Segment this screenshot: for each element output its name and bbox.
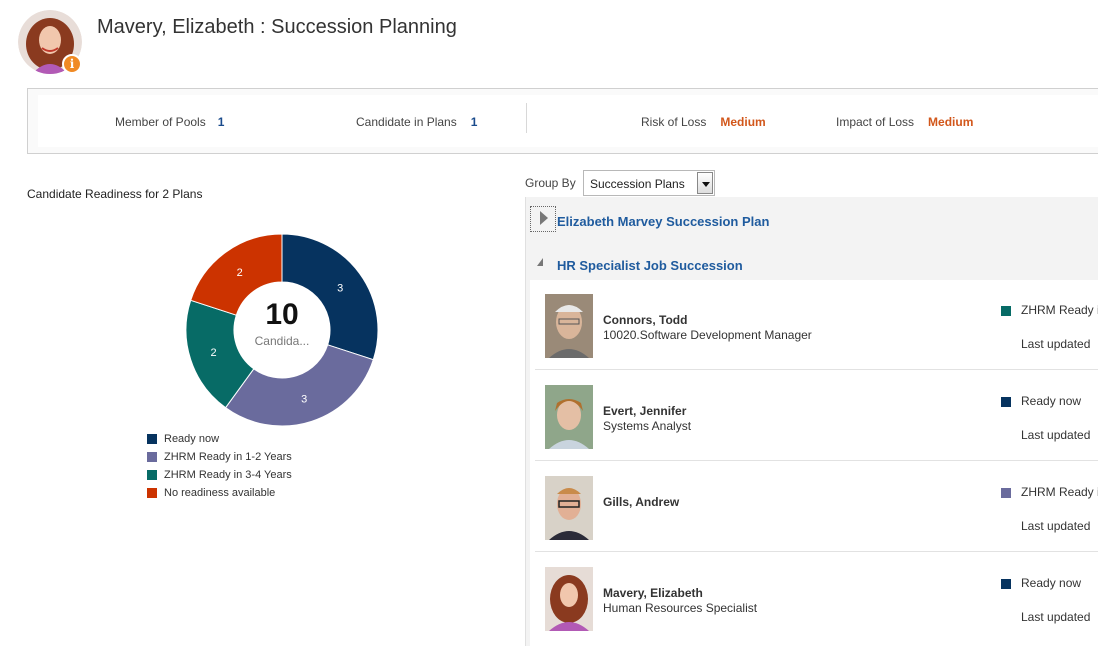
candidate-name[interactable]: Evert, Jennifer bbox=[603, 404, 687, 418]
last-updated: Last updated bbox=[1021, 610, 1091, 624]
readiness-status: ZHRM Ready i bbox=[1021, 485, 1098, 499]
last-updated: Last updated bbox=[1021, 519, 1091, 533]
legend-label-0: Ready now bbox=[164, 433, 220, 445]
donut-slice-0[interactable] bbox=[281, 233, 379, 361]
impact-of-loss-value: Medium bbox=[928, 115, 974, 129]
donut-center-label: Candida... bbox=[254, 334, 310, 348]
readiness-status: Ready now bbox=[1021, 576, 1082, 590]
legend-swatch-3 bbox=[147, 488, 157, 498]
triangle-right-icon[interactable] bbox=[540, 211, 548, 225]
legend-swatch-2 bbox=[147, 470, 157, 480]
candidate-job: Human Resources Specialist bbox=[603, 601, 758, 615]
readiness-status: Ready now bbox=[1021, 394, 1082, 408]
plan-title-hr-specialist[interactable]: HR Specialist Job Succession bbox=[557, 258, 743, 273]
group-by-value: Succession Plans bbox=[590, 177, 685, 191]
group-by-select[interactable]: Succession Plans bbox=[583, 170, 715, 196]
summary-divider bbox=[526, 103, 527, 133]
member-of-pools: Member of Pools 1 bbox=[115, 115, 224, 129]
candidate-photo bbox=[545, 294, 593, 358]
plan-title-elizabeth-marvey[interactable]: Elizabeth Marvey Succession Plan bbox=[557, 214, 770, 229]
member-of-pools-label: Member of Pools bbox=[115, 115, 206, 129]
donut-slice-label-1: 3 bbox=[301, 393, 307, 405]
candidate-name[interactable]: Gills, Andrew bbox=[603, 495, 680, 509]
triangle-down-icon[interactable] bbox=[537, 258, 543, 266]
candidate-photo bbox=[545, 567, 593, 631]
impact-of-loss: Impact of Loss Medium bbox=[836, 115, 973, 129]
candidate-job: 10020.Software Development Manager bbox=[603, 328, 812, 342]
legend-item-2: ZHRM Ready in 3-4 Years bbox=[147, 466, 292, 484]
legend-item-0: Ready now bbox=[147, 430, 292, 448]
candidate-row[interactable]: Mavery, Elizabeth Human Resources Specia… bbox=[535, 553, 1098, 643]
candidate-photo bbox=[545, 476, 593, 540]
readiness-status: ZHRM Ready i bbox=[1021, 303, 1098, 317]
avatar[interactable] bbox=[18, 10, 82, 74]
donut-slice-label-2: 2 bbox=[210, 347, 216, 359]
readiness-donut-chart: 3 3 2 2 bbox=[185, 233, 379, 427]
candidate-job: Systems Analyst bbox=[603, 419, 692, 433]
donut-center-value: 10 bbox=[265, 298, 299, 331]
legend-swatch-1 bbox=[147, 452, 157, 462]
chart-legend: Ready now ZHRM Ready in 1-2 Years ZHRM Rea… bbox=[147, 430, 292, 502]
chevron-down-icon[interactable] bbox=[697, 172, 713, 194]
info-icon[interactable]: i bbox=[62, 54, 82, 74]
summary-panel: Member of Pools 1 Candidate in Plans 1 Ris… bbox=[27, 88, 1098, 154]
risk-of-loss: Risk of Loss Medium bbox=[641, 115, 766, 129]
risk-of-loss-label: Risk of Loss bbox=[641, 115, 707, 129]
group-by-label: Group By bbox=[525, 176, 576, 190]
legend-swatch-0 bbox=[147, 434, 157, 444]
readiness-title: Candidate Readiness for 2 Plans bbox=[27, 187, 203, 201]
candidate-row[interactable]: Evert, Jennifer Systems Analyst Ready no… bbox=[535, 371, 1098, 461]
donut-slice-label-0: 3 bbox=[337, 283, 343, 295]
status-swatch bbox=[1001, 579, 1011, 589]
legend-item-1: ZHRM Ready in 1-2 Years bbox=[147, 448, 292, 466]
legend-item-3: No readiness available bbox=[147, 484, 292, 502]
last-updated: Last updated bbox=[1021, 428, 1091, 442]
status-swatch bbox=[1001, 397, 1011, 407]
legend-label-3: No readiness available bbox=[164, 487, 276, 499]
page-header: i Mavery, Elizabeth : Succession Plannin… bbox=[0, 0, 1098, 80]
candidate-list: Connors, Todd 10020.Software Development… bbox=[530, 280, 1098, 646]
candidate-row[interactable]: Gills, Andrew ZHRM Ready i Last updated bbox=[535, 462, 1098, 552]
donut-slice-label-3: 2 bbox=[237, 267, 243, 279]
candidate-in-plans-label: Candidate in Plans bbox=[356, 115, 457, 129]
status-swatch bbox=[1001, 488, 1011, 498]
candidate-in-plans: Candidate in Plans 1 bbox=[356, 115, 477, 129]
legend-label-2: ZHRM Ready in 3-4 Years bbox=[164, 469, 292, 481]
expand-focus-ring bbox=[530, 206, 556, 232]
legend-label-1: ZHRM Ready in 1-2 Years bbox=[164, 451, 292, 463]
candidate-row[interactable]: Connors, Todd 10020.Software Development… bbox=[535, 280, 1098, 370]
impact-of-loss-label: Impact of Loss bbox=[836, 115, 915, 129]
donut-slice-3[interactable] bbox=[190, 233, 283, 316]
candidate-name[interactable]: Mavery, Elizabeth bbox=[603, 586, 703, 600]
donut-slice-1[interactable] bbox=[224, 344, 374, 427]
page-title: Mavery, Elizabeth : Succession Planning bbox=[97, 16, 457, 38]
status-swatch bbox=[1001, 306, 1011, 316]
risk-of-loss-value: Medium bbox=[720, 115, 766, 129]
candidate-photo bbox=[545, 385, 593, 449]
member-of-pools-value[interactable]: 1 bbox=[217, 115, 225, 129]
candidate-name[interactable]: Connors, Todd bbox=[603, 313, 688, 327]
last-updated: Last updated bbox=[1021, 337, 1091, 351]
candidate-in-plans-value[interactable]: 1 bbox=[470, 115, 478, 129]
